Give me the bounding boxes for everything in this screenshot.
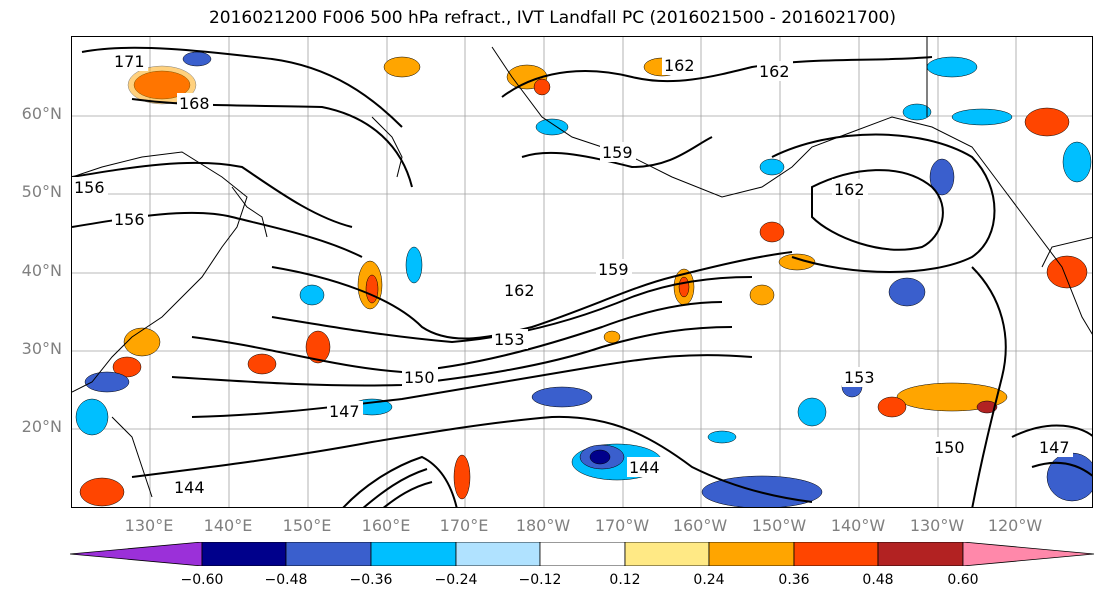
lat-label: 40°N — [21, 261, 62, 280]
contour-label: 156 — [74, 178, 105, 197]
lat-label: 60°N — [21, 104, 62, 123]
colorbar-svg — [69, 541, 1095, 567]
contour-label: 150 — [404, 368, 435, 387]
contour-label: 159 — [602, 143, 633, 162]
colorbar-segment — [539, 541, 626, 567]
colorbar-segment — [285, 541, 372, 567]
contour-label: 147 — [329, 402, 360, 421]
colorbar-segment — [962, 541, 1095, 567]
lon-label: 150°W — [751, 516, 807, 535]
contour-label: 162 — [504, 281, 535, 300]
map-canvas: 171 168 162 162 162 159 156 153 150 147 … — [72, 37, 1092, 507]
colorbar-tick: 0.24 — [693, 572, 725, 588]
lon-label: 170°E — [439, 516, 489, 535]
colorbar-segment — [624, 541, 710, 567]
colorbar-tick: 0.48 — [862, 572, 894, 588]
colorbar-segment — [201, 541, 287, 567]
colorbar-segment — [708, 541, 795, 567]
colorbar-tick: 0.60 — [947, 572, 979, 588]
contour-label: 162 — [759, 62, 790, 81]
contour-label: 153 — [844, 368, 875, 387]
lon-label: 120°W — [987, 516, 1043, 535]
map-title: 2016021200 F006 500 hPa refract., IVT La… — [208, 8, 896, 28]
contour-label: 156 — [114, 210, 145, 229]
colorbar-segment — [877, 541, 964, 567]
colorbar-segment — [69, 541, 203, 567]
colorbar-tick: 0.36 — [778, 572, 810, 588]
contour-label-group: 171 168 162 162 162 159 156 153 150 147 … — [72, 51, 1073, 497]
colorbar-tick: −0.12 — [518, 572, 562, 588]
colorbar — [69, 541, 1096, 570]
contour-label: 159 — [598, 260, 629, 279]
contour-label: 144 — [629, 458, 660, 477]
contour-label: 147 — [1039, 438, 1070, 457]
contour-label: 144 — [174, 478, 205, 497]
contour-label: 171 — [114, 52, 145, 71]
lon-label: 160°E — [361, 516, 411, 535]
contour-label: 168 — [179, 94, 210, 113]
colorbar-tick: −0.48 — [264, 572, 308, 588]
colorbar-tick: 0.12 — [609, 572, 641, 588]
coastlines — [72, 37, 1092, 498]
lon-label: 150°E — [282, 516, 332, 535]
contour-label: 162 — [664, 56, 695, 75]
colorbar-segment — [455, 541, 541, 567]
contour-label: 150 — [934, 438, 965, 457]
colorbar-tick: −0.36 — [349, 572, 393, 588]
lon-label: 140°E — [203, 516, 253, 535]
colorbar-segment — [793, 541, 879, 567]
graticule — [72, 37, 1092, 507]
lon-label: 160°W — [672, 516, 728, 535]
lat-label: 20°N — [21, 417, 62, 436]
lon-label: 180°W — [515, 516, 571, 535]
lat-label: 30°N — [21, 339, 62, 358]
colorbar-segment — [370, 541, 457, 567]
colorbar-tick: −0.60 — [180, 572, 224, 588]
lon-label: 130°W — [909, 516, 965, 535]
lat-label: 50°N — [21, 182, 62, 201]
contour-label: 162 — [834, 180, 865, 199]
lon-label: 140°W — [830, 516, 886, 535]
lon-label: 130°E — [124, 516, 174, 535]
map-panel: 171 168 162 162 162 159 156 153 150 147 … — [71, 36, 1093, 508]
lon-label: 170°W — [594, 516, 650, 535]
contour-label: 153 — [494, 330, 525, 349]
colorbar-tick: −0.24 — [434, 572, 478, 588]
